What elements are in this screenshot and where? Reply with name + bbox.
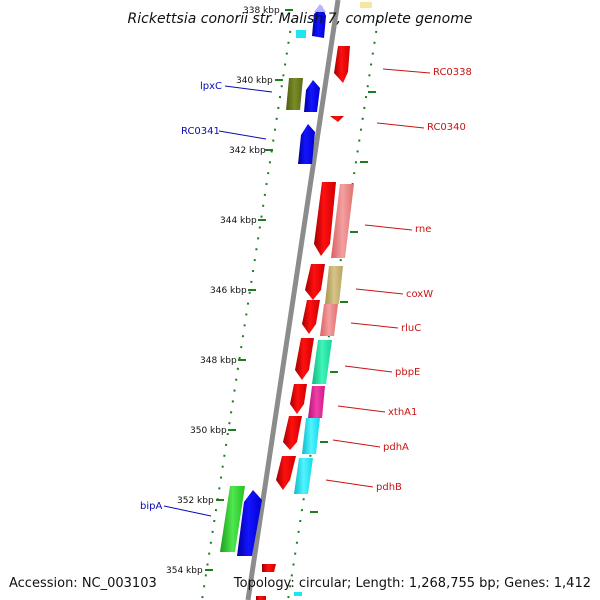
gene-arrow-forward bbox=[334, 46, 350, 83]
scale-ticks bbox=[205, 9, 376, 571]
cog-block-cyan bbox=[294, 458, 313, 494]
gene-arrow-forward bbox=[262, 564, 276, 572]
label-leaders bbox=[163, 68, 431, 517]
leader-line bbox=[344, 365, 393, 373]
cog-block-salmon bbox=[320, 304, 338, 336]
accession-text: Accession: NC_003103 bbox=[9, 576, 157, 591]
gene-label: xthA1 bbox=[388, 407, 417, 418]
gene-label: pbpE bbox=[395, 367, 420, 378]
leader-line bbox=[382, 68, 431, 74]
cog-block-khaki bbox=[325, 266, 343, 304]
gene-label: rluC bbox=[401, 323, 421, 334]
gene-arrow-forward bbox=[290, 384, 307, 414]
kbp-label: 348 kbp bbox=[200, 356, 237, 366]
leader-line bbox=[337, 405, 386, 413]
gene-label: RC0340 bbox=[427, 122, 466, 133]
gene-arrow-reverse bbox=[237, 490, 262, 556]
map-title: Rickettsia conorii str. Malish 7, comple… bbox=[128, 11, 473, 27]
topology-text: Topology: circular; Length: 1,268,755 bp… bbox=[233, 576, 591, 591]
gene-arrow-reverse bbox=[296, 30, 306, 38]
gene-arrow-forward bbox=[330, 116, 344, 122]
gene-arrow-forward bbox=[302, 300, 320, 334]
leader-line bbox=[364, 224, 413, 231]
gene-labels: lpxC RC0341 bipA RC0338 RC0340 rne coxW … bbox=[140, 67, 472, 512]
scale-labels: 338 kbp 340 kbp 342 kbp 344 kbp 346 kbp … bbox=[166, 6, 280, 576]
leader-line bbox=[163, 505, 212, 517]
genome-backbone bbox=[245, 0, 341, 600]
cog-block-green bbox=[220, 486, 245, 552]
leader-line bbox=[218, 130, 267, 140]
cog-block-olive bbox=[286, 78, 303, 110]
gene-arrow-reverse bbox=[312, 6, 326, 38]
leader-line bbox=[376, 122, 425, 129]
kbp-label: 352 kbp bbox=[177, 496, 214, 506]
kbp-label: 354 kbp bbox=[166, 566, 203, 576]
cog-block-teal bbox=[312, 340, 332, 384]
gene-arrow-forward bbox=[283, 416, 302, 450]
gene-arrow-reverse bbox=[304, 80, 320, 112]
gene-label: coxW bbox=[406, 289, 433, 300]
gene-features bbox=[220, 2, 372, 600]
gene-arrow-forward bbox=[256, 596, 266, 600]
kbp-label: 344 kbp bbox=[220, 216, 257, 226]
leader-line bbox=[350, 322, 399, 329]
kbp-label: 342 kbp bbox=[229, 146, 266, 156]
kbp-label: 350 kbp bbox=[190, 426, 227, 436]
gene-label: bipA bbox=[140, 501, 162, 512]
gene-label: pdhB bbox=[376, 482, 402, 493]
cog-block-cyan bbox=[302, 418, 320, 454]
gene-arrow-forward bbox=[360, 2, 372, 8]
gene-arrow-reverse bbox=[298, 124, 315, 164]
gene-label: RC0338 bbox=[433, 67, 472, 78]
gene-label: lpxC bbox=[200, 81, 222, 92]
kbp-label: 346 kbp bbox=[210, 286, 247, 296]
leader-line bbox=[224, 85, 273, 93]
cog-block-cyan bbox=[294, 592, 302, 596]
gene-label: RC0341 bbox=[181, 126, 220, 137]
gene-arrow-reverse bbox=[314, 4, 326, 12]
gene-label: rne bbox=[415, 224, 431, 235]
leader-line bbox=[332, 439, 381, 448]
gene-arrow-forward bbox=[276, 456, 296, 490]
leader-line bbox=[325, 479, 374, 488]
gene-arrow-forward bbox=[314, 182, 336, 256]
cog-block-salmon bbox=[331, 184, 354, 258]
cog-block-magenta bbox=[308, 386, 325, 418]
gene-arrow-forward bbox=[295, 338, 314, 380]
gene-label: pdhA bbox=[383, 442, 409, 453]
kbp-label: 338 kbp bbox=[243, 6, 280, 16]
gene-arrow-forward bbox=[305, 264, 325, 300]
kbp-label: 340 kbp bbox=[236, 76, 273, 86]
leader-line bbox=[355, 288, 404, 295]
